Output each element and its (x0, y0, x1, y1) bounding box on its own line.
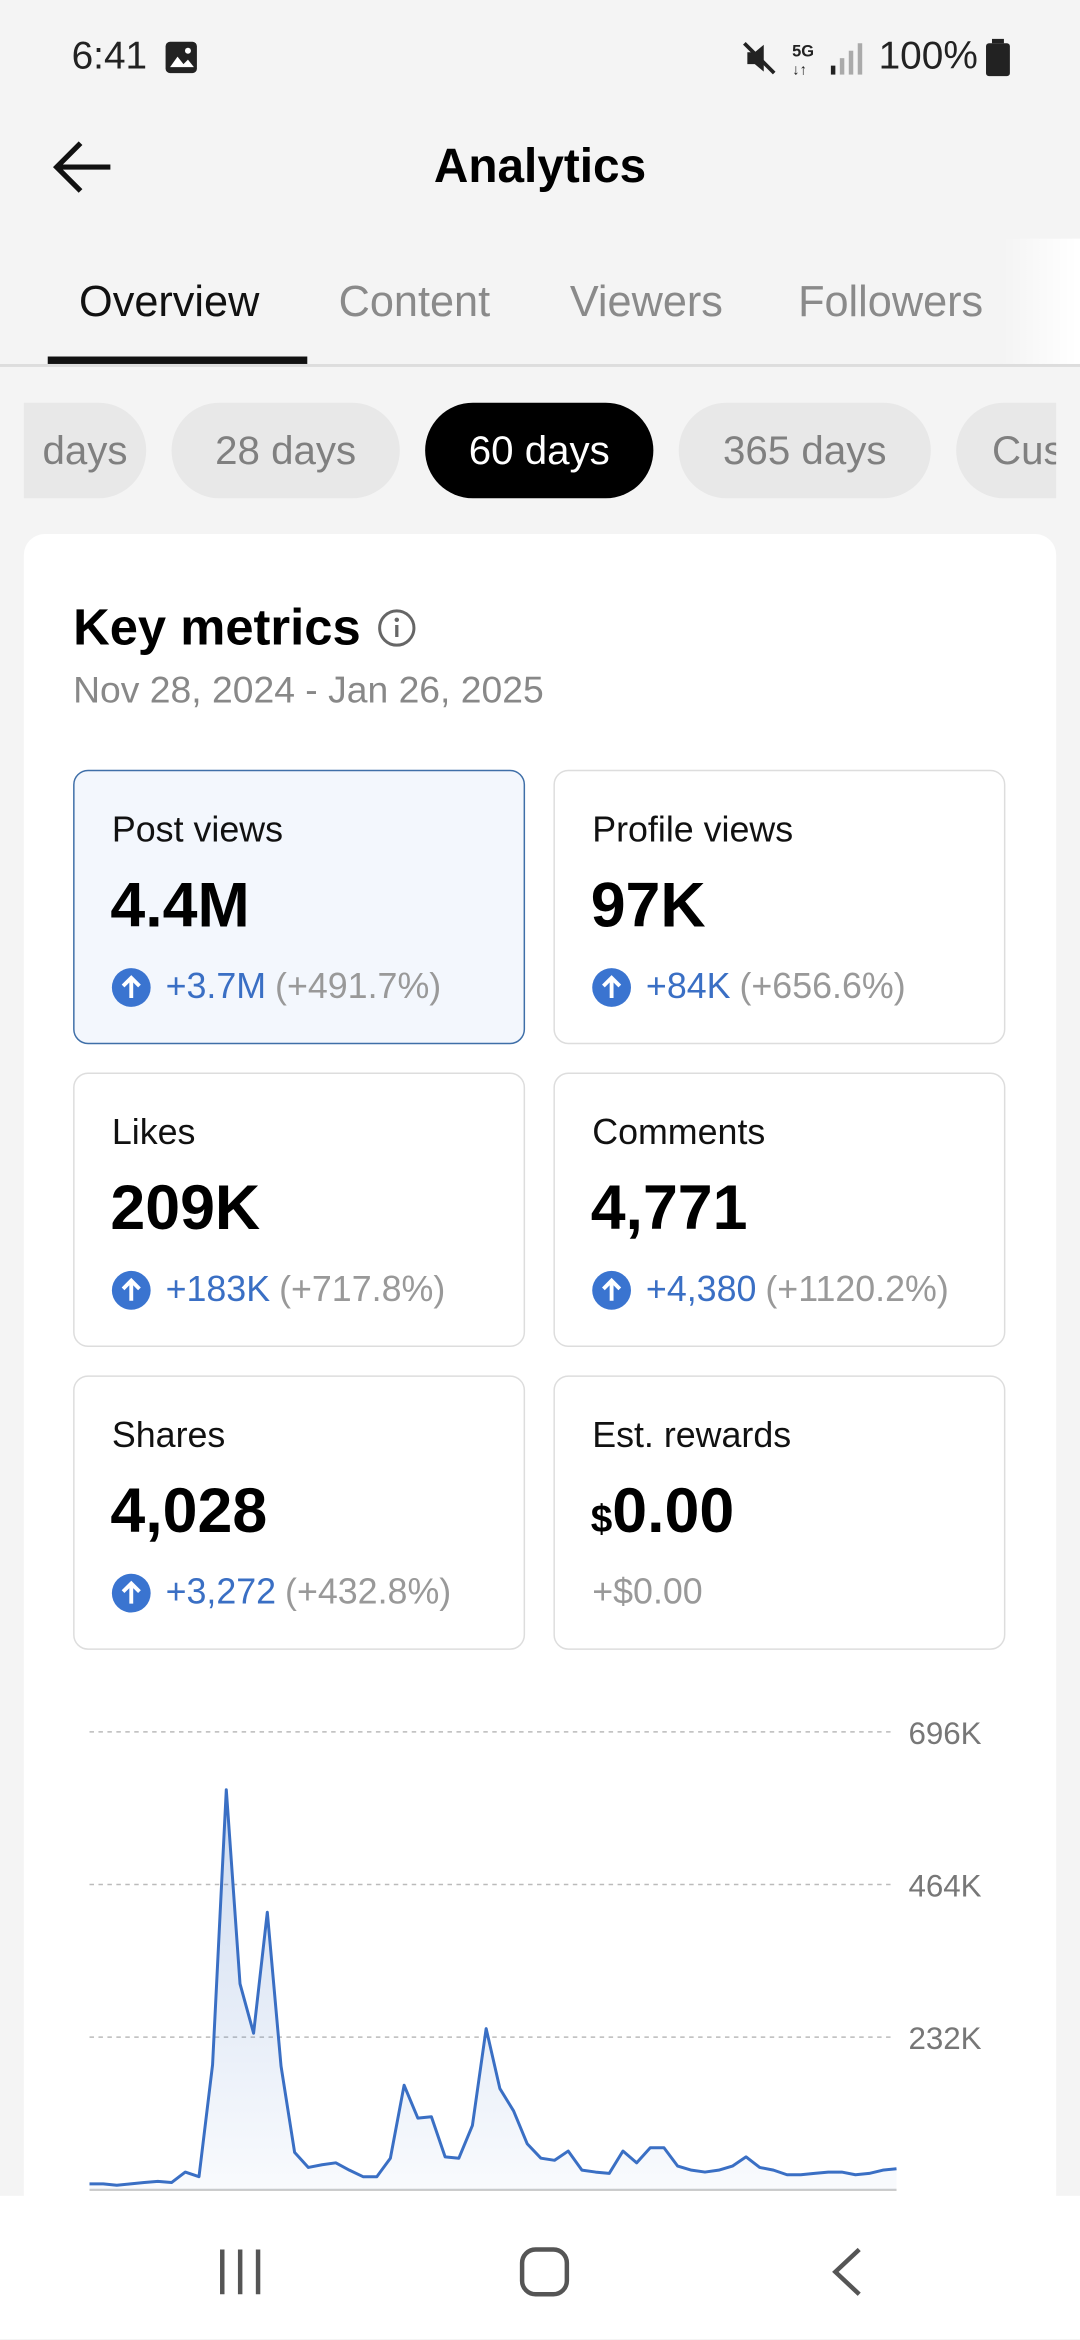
percent: (+491.7%) (275, 966, 442, 1007)
up-icon (111, 1270, 151, 1310)
y-tick-label: 696K (908, 1716, 981, 1751)
metric-value: 209K (110, 1172, 260, 1244)
metric-label: Likes (111, 1112, 196, 1154)
range-pill[interactable]: 28 days (171, 402, 400, 499)
range-pill[interactable]: 365 days (678, 402, 931, 499)
metric-change: +84K (+656.6%) (592, 966, 906, 1009)
post-views-chart: 232K 464K 696K (89, 1716, 982, 2191)
metric-change: +4,380 (+1120.2%) (592, 1269, 949, 1311)
info-icon[interactable] (376, 607, 418, 649)
metric-value: 4,771 (591, 1172, 748, 1244)
range-pill[interactable]: days (23, 402, 147, 499)
gallery-icon (165, 41, 197, 74)
metric-change: +3,272 (+432.8%) (111, 1572, 452, 1614)
metric-card[interactable]: Est. rewards $0.00 +$0.00 (553, 1375, 1006, 1650)
nav-buttons[interactable] (209, 2241, 895, 2307)
value: 4.4M (110, 869, 250, 940)
metric-change: +3.7M (+491.7%) (111, 966, 442, 1009)
y-tick-label: 232K (908, 2021, 981, 2056)
metric-card[interactable]: Profile views 97K +84K (+656.6%) (553, 769, 1006, 1045)
range-pill[interactable]: 60 days (425, 402, 654, 499)
battery-level: 100% (878, 32, 978, 78)
divider (0, 363, 1080, 367)
metric-value: 97K (591, 870, 706, 942)
metric-label: Shares (111, 1415, 226, 1456)
up-icon (111, 968, 151, 1007)
metric-card[interactable]: Likes 209K +183K (+717.8%) (73, 1072, 526, 1348)
page-title: Analytics (433, 138, 647, 193)
up-icon (592, 1270, 631, 1310)
up-icon (592, 968, 631, 1007)
tab-indicator (47, 356, 308, 364)
metric-card[interactable]: Comments 4,771 +4,380 (+1120.2%) (553, 1072, 1006, 1348)
percent: (+717.8%) (279, 1269, 446, 1310)
percent: (+1120.2%) (765, 1269, 949, 1310)
tab-fade (999, 238, 1080, 364)
date-range: Nov 28, 2024 - Jan 26, 2025 (73, 669, 544, 712)
metric-change: +$0.00 (592, 1572, 703, 1614)
value: 4,028 (110, 1475, 268, 1546)
metric-label: Est. rewards (592, 1415, 792, 1456)
up-icon (111, 1573, 151, 1613)
metric-card[interactable]: Shares 4,028 +3,272 (+432.8%) (73, 1375, 526, 1650)
metric-label: Post views (111, 809, 283, 851)
change: +3.7M (165, 966, 267, 1007)
metric-value: 4,028 (110, 1475, 267, 1547)
change: +4,380 (645, 1269, 757, 1310)
value: 4,771 (590, 1172, 748, 1243)
status-time: 6:41 (71, 32, 148, 78)
percent: (+432.8%) (285, 1572, 452, 1613)
currency: $ (590, 1496, 613, 1541)
tab[interactable]: Content (338, 278, 491, 327)
change: +3,272 (165, 1572, 277, 1613)
tab[interactable]: Viewers (569, 278, 723, 327)
metric-change: +183K (+717.8%) (111, 1269, 446, 1311)
back-button[interactable] (51, 137, 120, 197)
metric-card[interactable]: Post views 4.4M +3.7M (+491.7%) (73, 769, 526, 1045)
area-fill (89, 1789, 897, 2190)
nav-bar (0, 2195, 1080, 2340)
tab[interactable]: Followers (798, 278, 984, 327)
change: +183K (165, 1269, 271, 1310)
value: 0.00 (612, 1475, 735, 1546)
percent: (+656.6%) (739, 966, 906, 1007)
range-pill[interactable]: Cus (956, 402, 1057, 499)
change: +$0.00 (592, 1572, 703, 1613)
battery-icon (986, 38, 1010, 77)
y-tick-label: 464K (908, 1868, 981, 1903)
svg-text:5G: 5G (792, 43, 814, 61)
status-icons: 5G ↓↑ (743, 41, 863, 78)
metric-value: 4.4M (110, 870, 249, 942)
metric-value: $0.00 (591, 1475, 735, 1547)
section-title: Key metrics (73, 599, 361, 657)
svg-text:↓↑: ↓↑ (792, 63, 807, 78)
value: 97K (590, 869, 706, 940)
metric-label: Comments (592, 1112, 766, 1154)
metric-label: Profile views (592, 809, 794, 851)
change: +84K (645, 966, 731, 1007)
tab[interactable]: Overview (79, 278, 260, 327)
value: 209K (110, 1172, 261, 1243)
line (89, 1788, 897, 2187)
